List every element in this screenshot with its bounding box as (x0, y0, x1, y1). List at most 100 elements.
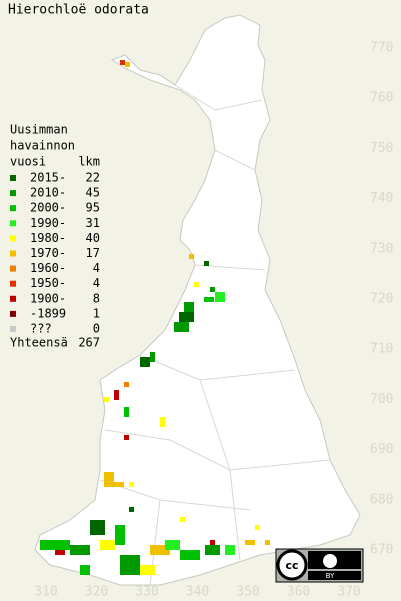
observation-square (180, 550, 200, 560)
finland-outline (34, 14, 361, 586)
observation-square (124, 435, 129, 440)
legend-swatch (10, 175, 16, 181)
y-axis-label: 740 (370, 191, 393, 206)
license-badge: cc BY (275, 548, 364, 583)
observation-square (160, 417, 165, 427)
observation-square (55, 550, 65, 555)
x-axis-label: 360 (287, 585, 310, 600)
badge-label: BY (326, 572, 335, 580)
legend-swatch (10, 326, 16, 332)
x-axis-label: 350 (236, 585, 259, 600)
legend-label: 2000- (30, 201, 66, 215)
observation-square (210, 540, 215, 545)
observation-square (114, 482, 124, 487)
observation-square (215, 292, 225, 302)
legend-count-header: lkm (78, 155, 100, 169)
legend-swatch (10, 310, 16, 317)
legend-count: 95 (86, 201, 100, 215)
observation-square (90, 520, 105, 535)
legend-label: -1899 (30, 306, 66, 320)
cc-mark: cc (285, 559, 298, 572)
observation-square (114, 390, 119, 400)
observation-square (124, 382, 129, 387)
x-axis-label: 370 (337, 585, 360, 600)
observation-square (180, 517, 185, 522)
observation-square (80, 565, 90, 575)
observation-square (124, 407, 129, 417)
title: Hierochloë odorata (8, 3, 149, 18)
observation-square (255, 525, 260, 530)
observation-square (40, 540, 70, 550)
observation-square (179, 312, 194, 322)
legend-label: 1980- (30, 231, 66, 245)
border (199, 379, 241, 561)
observation-square (150, 545, 170, 555)
y-axis-label: 670 (370, 543, 393, 558)
legend-label: 1950- (30, 276, 66, 290)
by-icon (323, 554, 337, 568)
total-count: 267 (78, 336, 100, 350)
observation-square (210, 287, 215, 292)
legend-swatch (10, 205, 16, 212)
y-axis-label: 690 (370, 442, 393, 457)
axis-labels: 310 320 330 340 350 360 3706706806907007107207… (34, 41, 393, 600)
total-label: Yhteensä (10, 336, 68, 350)
legend-count: 1 (93, 306, 100, 320)
legend-count: 4 (93, 261, 100, 275)
observation-square (184, 302, 194, 312)
observation-square (120, 60, 125, 65)
observation-square (100, 540, 115, 550)
observation-square (204, 297, 214, 302)
observation-square (115, 525, 125, 545)
y-axis-label: 750 (370, 141, 393, 156)
legend-label: 2015- (30, 171, 66, 185)
observation-squares (40, 60, 270, 575)
observation-square (120, 555, 140, 575)
legend: Uusimman havainnon vuosi lkm 2015- 22 2010- 45 2… (10, 123, 100, 350)
legend-label: 2010- (30, 186, 66, 200)
legend-label: 1990- (30, 216, 66, 230)
legend-swatch (10, 265, 16, 272)
legend-header: havainnon (10, 139, 75, 153)
cc-icon (276, 549, 308, 581)
y-axis-label: 720 (370, 292, 393, 307)
legend-count: 17 (86, 246, 100, 260)
observation-square (140, 565, 155, 575)
legend-swatch (10, 220, 16, 227)
y-axis-label: 730 (370, 241, 393, 256)
legend-label: 1970- (30, 246, 66, 260)
y-axis-label: 760 (370, 91, 393, 106)
observation-square (104, 472, 114, 487)
observation-square (265, 540, 270, 545)
observation-square (129, 507, 134, 512)
border (174, 84, 263, 111)
legend-swatch (10, 190, 16, 197)
observation-square (150, 352, 155, 362)
observation-square (194, 282, 199, 287)
x-axis-label: 340 (186, 585, 209, 600)
x-axis-label: 320 (85, 585, 108, 600)
legend-count: 45 (86, 186, 100, 200)
x-axis-label: 310 (34, 585, 57, 600)
badge-bottom (308, 571, 361, 580)
legend-header: Uusimman (10, 123, 68, 137)
legend-count: 4 (93, 276, 100, 290)
x-axis-label: 330 (135, 585, 158, 600)
y-axis-label: 770 (370, 41, 393, 56)
legend-swatch (10, 250, 16, 257)
legend-swatch (10, 235, 16, 242)
legend-count: 22 (86, 171, 100, 185)
legend-count: 31 (86, 216, 100, 230)
legend-label: 1960- (30, 261, 66, 275)
legend-swatch (10, 295, 16, 302)
legend-header: vuosi (10, 155, 46, 169)
observation-square (225, 545, 235, 555)
observation-square (165, 540, 180, 550)
legend-label: ??? (30, 322, 52, 336)
legend-label: 1900- (30, 291, 66, 305)
legend-count: 0 (93, 322, 100, 336)
legend-swatch (10, 280, 16, 287)
observation-square (125, 62, 130, 67)
border (214, 149, 256, 171)
